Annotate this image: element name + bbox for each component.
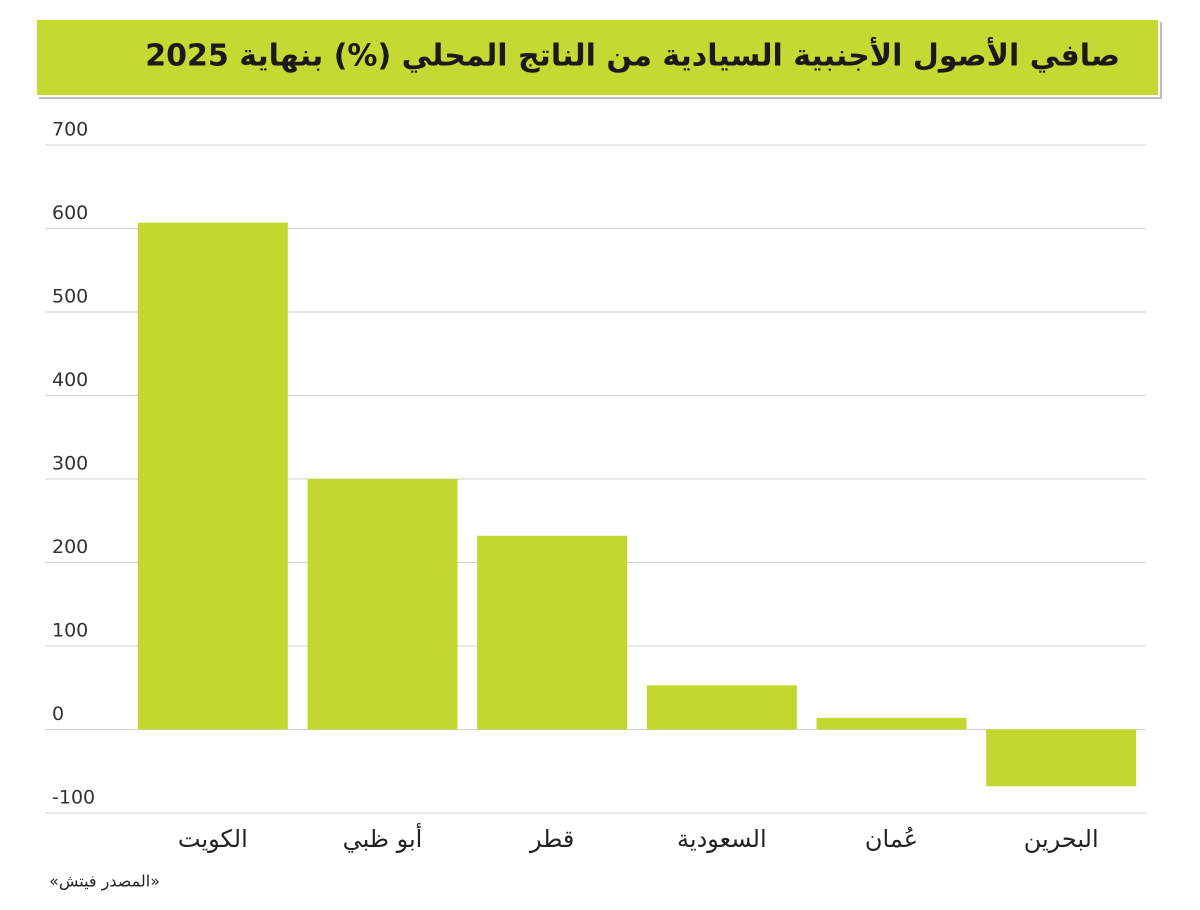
bar	[307, 479, 458, 730]
bar	[986, 729, 1137, 787]
y-tick-label: 100	[52, 620, 88, 642]
y-tick-label: 600	[52, 202, 88, 224]
bar	[137, 222, 288, 730]
y-tick-label: -100	[52, 787, 95, 809]
y-tick-label: 0	[52, 703, 64, 725]
source-note: «المصدر فيتش»	[49, 872, 160, 892]
y-tick-label: 200	[52, 536, 88, 558]
chart-title: صافي الأصول الأجنبية السيادية من الناتج …	[145, 37, 1120, 74]
bar	[816, 717, 967, 730]
y-tick-label: 700	[52, 119, 88, 141]
title-box	[35, 18, 1160, 97]
y-tick-label: 400	[52, 369, 88, 391]
x-tick-label: عُمان	[865, 825, 918, 853]
x-tick-label: السعودية	[677, 825, 767, 853]
y-tick-label: 500	[52, 286, 88, 308]
bar	[646, 685, 797, 730]
y-tick-label: 300	[52, 453, 88, 475]
x-tick-label: البحرين	[1024, 825, 1099, 853]
x-tick-label: أبو ظبي	[343, 823, 423, 853]
x-tick-label: الكويت	[178, 825, 248, 853]
bar	[477, 535, 628, 730]
x-tick-label: قطر	[529, 825, 574, 853]
